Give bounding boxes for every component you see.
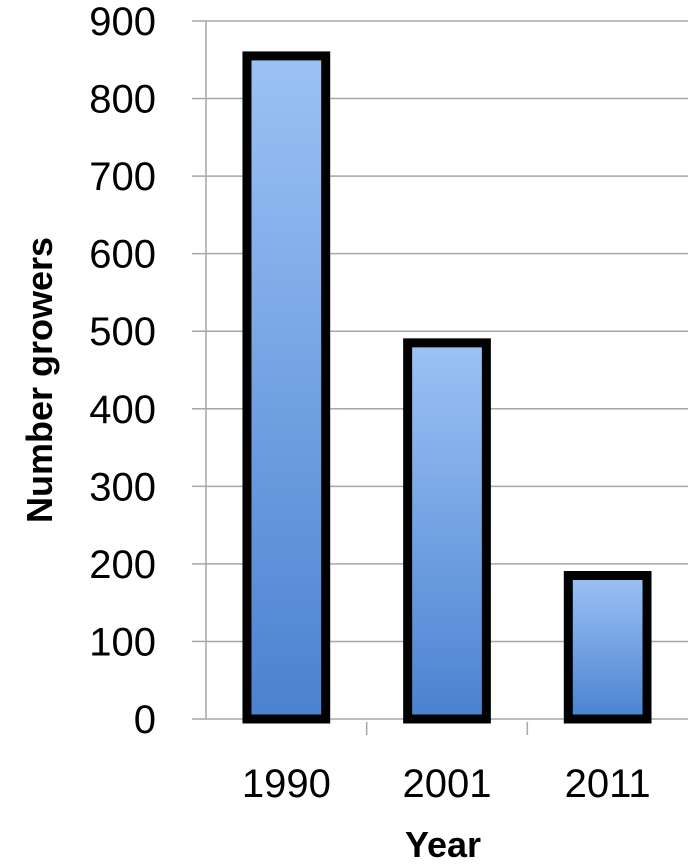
y-tick-label: 600: [89, 233, 156, 277]
x-tick-label: 1990: [242, 762, 331, 806]
y-tick-label: 700: [89, 155, 156, 199]
y-tick-label: 0: [134, 698, 156, 742]
bar-2011: [563, 571, 652, 724]
y-tick-label: 100: [89, 620, 156, 664]
y-tick-label: 300: [89, 465, 156, 509]
bar-2001: [403, 338, 491, 724]
y-tick-label: 500: [89, 310, 156, 354]
bars: [242, 51, 652, 724]
x-tick-label: 2001: [403, 762, 492, 806]
x-tick-labels: 1990 2001 2011: [242, 762, 651, 806]
y-tick-label: 400: [89, 388, 156, 432]
y-tick-label: 900: [89, 0, 156, 44]
y-tick-label: 800: [89, 78, 156, 122]
bar-1990: [242, 51, 331, 724]
y-tick-label: 200: [89, 543, 156, 587]
x-tick-label: 2011: [565, 762, 651, 806]
x-axis-title: Year: [405, 824, 481, 865]
y-axis-title: Number growers: [19, 237, 60, 523]
y-tick-labels: 0 100 200 300 400 500 600 700 800 900: [89, 0, 156, 742]
